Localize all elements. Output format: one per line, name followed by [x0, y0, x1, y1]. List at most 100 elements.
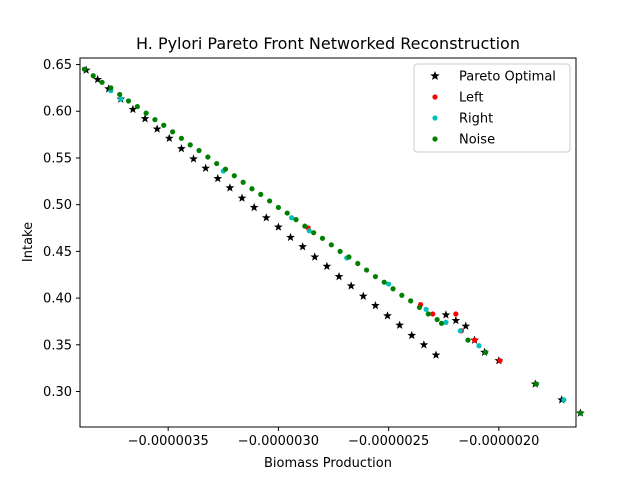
- y-axis-label: Intake: [21, 222, 36, 262]
- noise-point: [346, 254, 352, 260]
- right-point: [443, 319, 449, 325]
- pareto-optimal-point: [407, 330, 417, 340]
- right-point: [289, 215, 295, 221]
- noise-point: [577, 410, 584, 416]
- noise-point: [408, 298, 414, 304]
- y-tick-label: 0.40: [43, 292, 72, 307]
- pareto-optimal-point: [274, 222, 283, 231]
- noise-point: [355, 260, 361, 267]
- noise-point: [434, 316, 440, 323]
- pareto-optimal-point: [358, 291, 368, 300]
- pareto-optimal-point: [93, 74, 103, 84]
- noise-point: [275, 204, 281, 211]
- noise-point: [483, 349, 489, 355]
- pareto-optimal-point: [461, 321, 471, 330]
- pareto-optimal-point: [140, 114, 150, 123]
- y-tick-label: 0.30: [43, 385, 72, 400]
- pareto-optimal-point: [419, 340, 429, 349]
- pareto-optimal-point: [189, 154, 198, 163]
- x-tick-label: −0.0000025: [348, 434, 429, 449]
- pareto-optimal-point: [225, 183, 235, 192]
- noise-point: [152, 117, 158, 123]
- noise-point: [117, 91, 123, 98]
- pareto-optimal-point: [451, 315, 461, 325]
- legend: Pareto Optimal Left Right Noise: [413, 63, 571, 153]
- x-tick-label: −0.0000030: [238, 434, 319, 449]
- noise-point: [390, 286, 396, 292]
- pareto-optimal-point: [286, 232, 295, 242]
- pareto-optimal-point: [177, 144, 186, 153]
- noise-point: [425, 311, 431, 317]
- y-tick-label: 0.50: [43, 198, 72, 213]
- x-axis-label: Biomass Production: [264, 456, 392, 471]
- noise-point: [222, 166, 229, 172]
- pareto-optimal-point: [249, 202, 259, 212]
- legend-label-pareto-optimal: Pareto Optimal: [459, 70, 556, 85]
- left-point: [471, 337, 478, 343]
- noise-point: [363, 267, 370, 273]
- noise-point: [319, 235, 326, 241]
- noise-point: [231, 173, 237, 179]
- noise-point: [438, 320, 445, 326]
- chart-title: H. Pylori Pareto Front Networked Reconst…: [136, 34, 520, 53]
- pareto-optimal-point: [213, 173, 223, 183]
- noise-point: [81, 66, 88, 72]
- noise-point: [90, 73, 96, 79]
- pareto-optimal-point: [128, 104, 138, 114]
- noise-point: [249, 186, 255, 192]
- right-point: [118, 96, 124, 102]
- noise-point: [381, 279, 387, 285]
- noise-point: [161, 122, 167, 128]
- noise-point: [125, 98, 132, 104]
- right-point: [306, 228, 312, 234]
- plot-points: [81, 65, 585, 417]
- noise-point: [533, 381, 539, 387]
- legend-marker-pareto-optimal: [430, 71, 440, 81]
- pareto-optimal-point: [261, 213, 271, 222]
- pareto-optimal-point: [164, 133, 174, 143]
- noise-point: [134, 103, 140, 110]
- noise-point: [284, 210, 290, 216]
- pareto-optimal-point: [334, 272, 344, 281]
- pareto-optimal-point: [237, 193, 247, 202]
- pareto-optimal-point: [441, 310, 451, 319]
- legend-label-left: Left: [459, 91, 483, 106]
- left-point: [430, 311, 436, 317]
- left-point: [497, 358, 503, 364]
- pareto-optimal-point: [201, 163, 211, 172]
- noise-point: [178, 135, 185, 141]
- right-point: [386, 281, 392, 287]
- pareto-optimal-point: [383, 311, 392, 320]
- noise-point: [169, 129, 176, 135]
- noise-point: [416, 304, 423, 311]
- legend-label-noise: Noise: [459, 133, 495, 148]
- noise-point: [293, 217, 299, 223]
- right-point: [561, 397, 567, 403]
- x-axis: −0.0000035 −0.0000030 −0.0000025 −0.0000020: [128, 427, 539, 449]
- noise-point: [258, 191, 264, 197]
- y-tick-label: 0.55: [43, 151, 72, 166]
- noise-point: [214, 160, 220, 167]
- noise-point: [399, 292, 405, 298]
- right-point: [423, 306, 429, 312]
- y-tick-label: 0.65: [43, 58, 72, 73]
- pareto-optimal-point: [298, 242, 308, 251]
- noise-point: [311, 230, 317, 236]
- y-tick-label: 0.60: [43, 105, 72, 120]
- left-point: [453, 311, 459, 317]
- pareto-optimal-point: [371, 300, 380, 310]
- noise-point: [187, 142, 193, 148]
- y-tick-label: 0.35: [43, 338, 72, 353]
- plot-frame: [79, 57, 577, 428]
- noise-point: [372, 273, 378, 280]
- noise-point: [240, 179, 246, 185]
- noise-point: [205, 154, 211, 160]
- legend-box: [413, 63, 571, 153]
- y-tick-label: 0.45: [43, 245, 72, 260]
- right-point: [457, 328, 463, 334]
- legend-marker-left: [432, 94, 438, 100]
- legend-label-right: Right: [459, 112, 493, 127]
- noise-point: [99, 79, 105, 85]
- x-tick-label: −0.0000035: [128, 434, 209, 449]
